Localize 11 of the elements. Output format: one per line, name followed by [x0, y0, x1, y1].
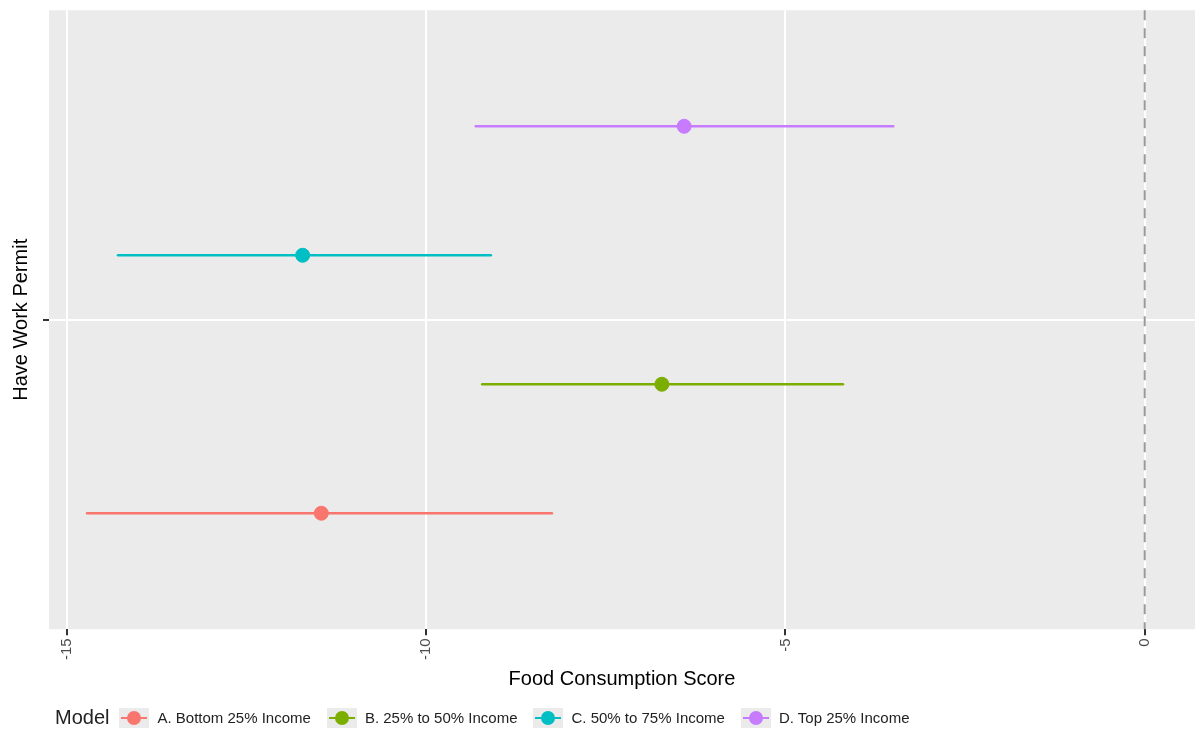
x-axis-title: Food Consumption Score [508, 666, 736, 689]
x-tick-label: -15 [57, 638, 75, 661]
x-tick-label: -10 [416, 638, 434, 661]
y-axis-title: Have Work Permit [8, 238, 31, 401]
legend-label: A. Bottom 25% Income [157, 709, 311, 726]
legend-title: Model [55, 706, 110, 729]
legend-label: C. 50% to 75% Income [571, 709, 725, 726]
x-tick-label: -5 [775, 638, 793, 652]
legend-label: D. Top 25% Income [778, 709, 910, 726]
x-tick-label: 0 [1134, 638, 1152, 647]
legend-label: B. 25% to 50% Income [364, 709, 518, 726]
